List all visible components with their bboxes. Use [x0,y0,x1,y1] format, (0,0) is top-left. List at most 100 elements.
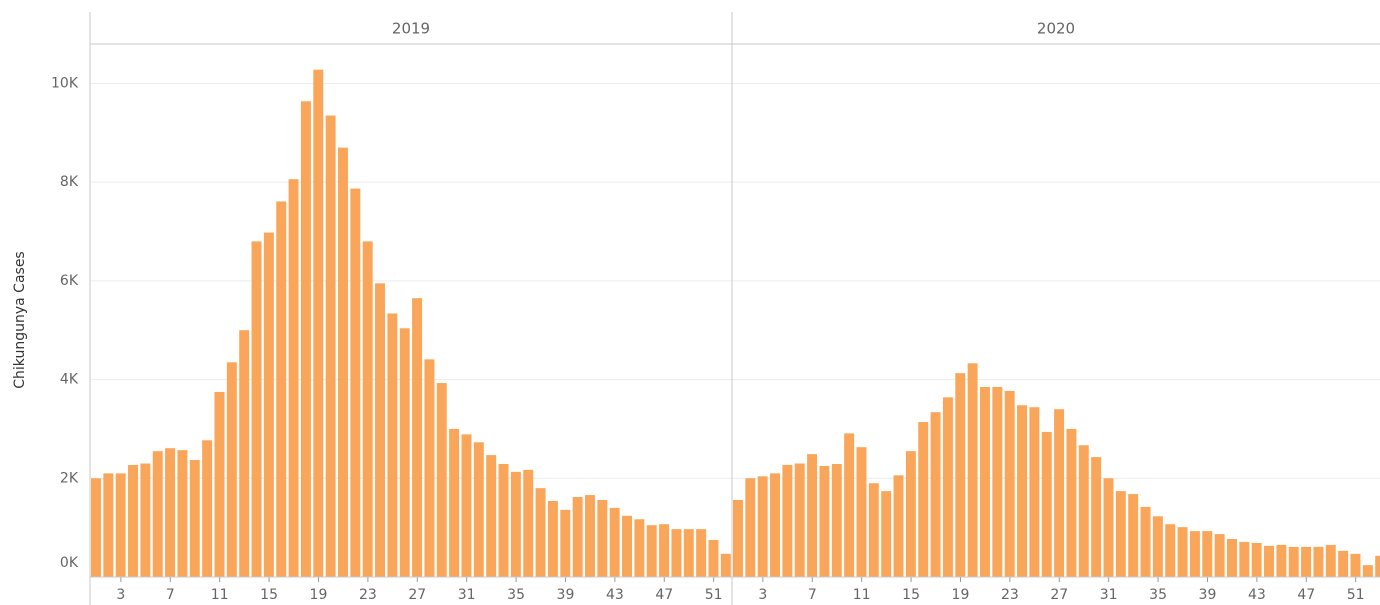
bar [523,469,534,577]
bar [152,451,163,577]
bar [473,442,484,577]
panel-title: 2019 [392,20,430,38]
y-tick-label: 6K [60,273,79,289]
bar [1214,534,1225,577]
bar [140,463,151,577]
bar [300,101,311,578]
bar [659,524,670,577]
bar [1177,527,1188,577]
bar [585,495,595,577]
bar [1251,542,1262,577]
bar [1029,407,1040,577]
bar [757,476,768,577]
bar [1202,531,1213,577]
bar [276,201,287,577]
bar [1264,545,1274,577]
x-tick-label: 35 [1149,587,1167,603]
bar [165,448,176,577]
bar [1227,538,1237,577]
bar [1362,565,1373,577]
bar [1152,516,1163,577]
bar [1091,457,1102,577]
bar [177,450,188,577]
y-axis-label: Chikungunya Cases [12,251,28,388]
bar [856,447,867,577]
bar [214,391,225,577]
x-tick-label: 23 [1001,587,1019,603]
bar [1325,544,1336,577]
bar [350,188,361,577]
bar [844,433,855,577]
x-tick-label: 39 [557,587,575,603]
x-tick-label: 19 [952,587,970,603]
bar [189,460,200,577]
bar [745,478,756,577]
bar [239,330,250,577]
bar [325,115,336,578]
bar [263,232,274,577]
bar [1115,491,1126,577]
x-tick-label: 51 [705,587,723,603]
bar [893,475,904,577]
bar [807,454,818,577]
bar [980,386,990,577]
bar [819,465,830,577]
bar [424,359,435,577]
bar [103,473,114,577]
bar [683,529,694,577]
bar [572,497,583,577]
y-tick-label: 10K [51,75,79,91]
bar [967,363,978,577]
y-tick-label: 0K [60,555,79,571]
bar [1041,431,1052,577]
bar [1128,494,1139,577]
bar [1054,409,1065,577]
bar [1375,555,1380,577]
x-tick-label: 43 [606,587,624,603]
x-tick-label: 19 [310,587,328,603]
bar [1189,531,1200,577]
bar [634,519,645,577]
x-tick-label: 15 [902,587,920,603]
x-tick-label: 27 [408,587,426,603]
bar [547,500,558,577]
x-tick-label: 27 [1050,587,1068,603]
bar [868,483,879,577]
bar [720,553,731,577]
bar [1017,405,1027,577]
bar [671,529,682,577]
bar [560,509,571,577]
bar [942,397,953,577]
x-tick-label: 11 [853,587,871,603]
bar [770,473,780,577]
bar [733,500,743,577]
bar [992,386,1003,577]
x-tick-label: 15 [260,587,278,603]
y-tick-label: 8K [60,174,79,190]
y-tick-label: 4K [60,372,79,388]
bar [399,328,410,577]
bar [510,471,521,577]
bar [622,515,632,577]
bar [338,147,348,577]
bar [955,373,966,577]
bar [1103,478,1114,577]
bar [226,362,237,577]
bar [128,464,138,577]
bar [91,478,101,577]
bar [375,283,385,577]
y-tick-label: 2K [60,470,79,486]
bar [1004,390,1015,577]
x-tick-label: 39 [1199,587,1217,603]
panel-title: 2020 [1037,20,1075,38]
bar [251,241,262,577]
x-tick-label: 47 [1297,587,1315,603]
bar [1239,541,1250,577]
bar [486,455,497,577]
x-tick-label: 31 [458,587,476,603]
x-tick-label: 31 [1100,587,1118,603]
bar [1350,553,1361,577]
bar [1066,428,1077,577]
bar [597,500,608,577]
